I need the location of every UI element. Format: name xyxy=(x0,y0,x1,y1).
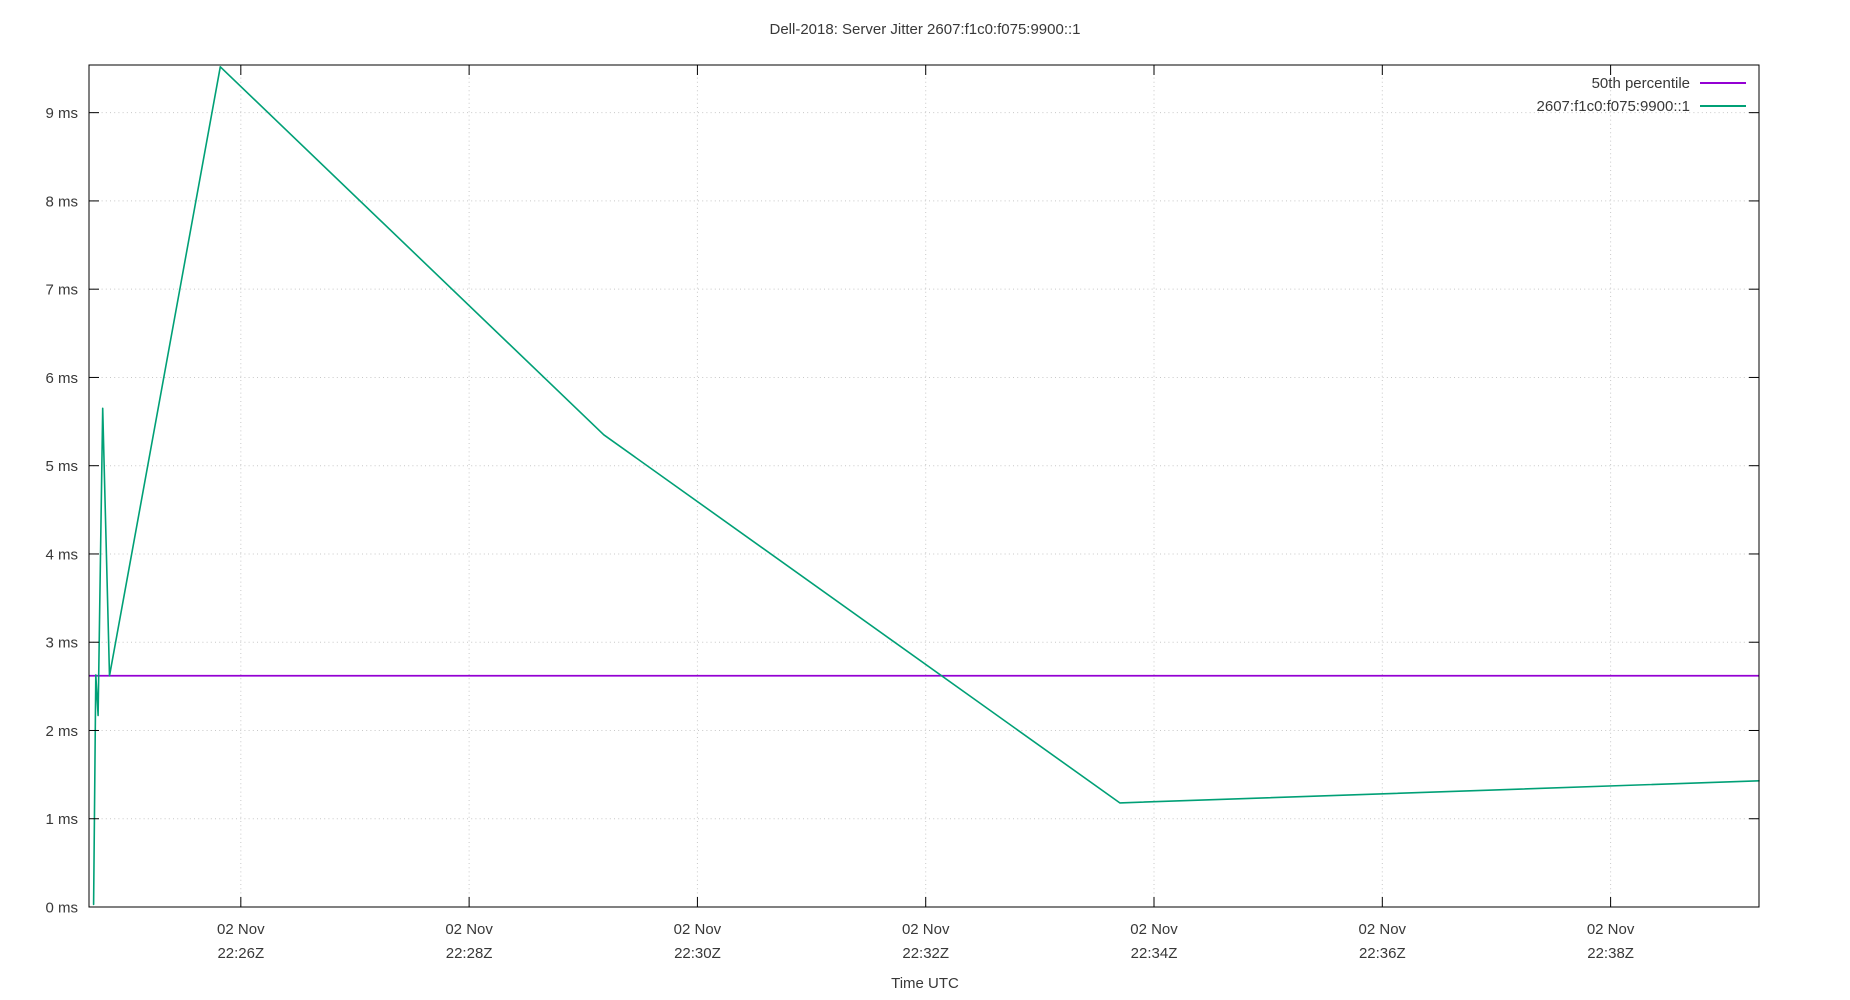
legend-label-50th-percentile: 50th percentile xyxy=(1591,74,1690,92)
x-tick-label-time: 22:32Z xyxy=(902,945,949,962)
y-tick-label: 2 ms xyxy=(45,723,78,740)
legend-line-sample-ipv6-series xyxy=(1700,105,1746,107)
x-tick-label-date: 02 Nov xyxy=(1359,921,1407,938)
x-tick-label-date: 02 Nov xyxy=(674,921,722,938)
y-tick-label: 4 ms xyxy=(45,546,78,563)
legend: 50th percentile 2607:f1c0:f075:9900::1 xyxy=(1537,74,1746,115)
x-tick-label-date: 02 Nov xyxy=(445,921,493,938)
y-tick-label: 6 ms xyxy=(45,370,78,387)
legend-item-50th-percentile: 50th percentile xyxy=(1537,74,1746,92)
y-tick-label: 1 ms xyxy=(45,811,78,828)
x-tick-label-time: 22:30Z xyxy=(674,945,721,962)
legend-line-sample-50th-percentile xyxy=(1700,82,1746,84)
y-tick-label: 7 ms xyxy=(45,282,78,299)
x-tick-label-date: 02 Nov xyxy=(902,921,950,938)
chart-title: Dell-2018: Server Jitter 2607:f1c0:f075:… xyxy=(769,21,1081,38)
x-tick-label-time: 22:36Z xyxy=(1359,945,1406,962)
y-tick-label: 5 ms xyxy=(45,458,78,475)
x-tick-label-time: 22:28Z xyxy=(446,945,493,962)
legend-item-ipv6-series: 2607:f1c0:f075:9900::1 xyxy=(1537,97,1746,115)
x-tick-label-date: 02 Nov xyxy=(1587,921,1635,938)
y-tick-label: 0 ms xyxy=(45,900,78,917)
x-tick-label-time: 22:26Z xyxy=(217,945,264,962)
y-tick-label: 8 ms xyxy=(45,193,78,210)
x-tick-label-date: 02 Nov xyxy=(217,921,265,938)
x-tick-label-date: 02 Nov xyxy=(1130,921,1178,938)
legend-label-ipv6-series: 2607:f1c0:f075:9900::1 xyxy=(1536,97,1690,115)
x-tick-label-time: 22:38Z xyxy=(1587,945,1634,962)
plot-border xyxy=(88,64,1760,908)
y-tick-label: 9 ms xyxy=(45,105,78,122)
x-axis-title: Time UTC xyxy=(891,975,959,992)
x-tick-label-time: 22:34Z xyxy=(1131,945,1178,962)
series-line-1 xyxy=(92,66,1760,906)
y-tick-label: 3 ms xyxy=(45,635,78,652)
